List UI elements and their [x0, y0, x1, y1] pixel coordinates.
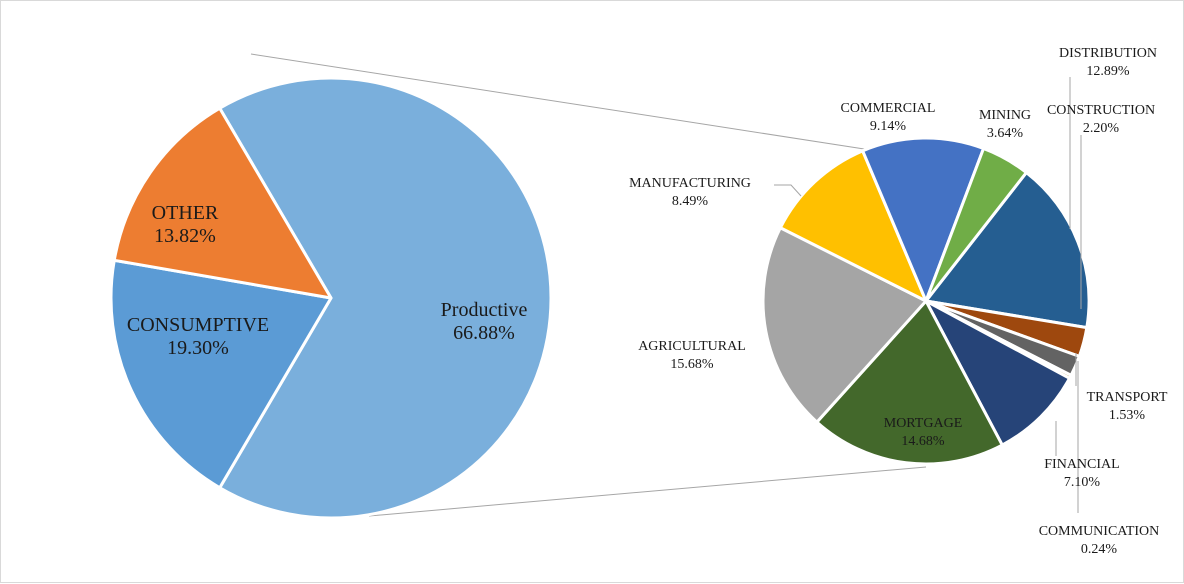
connector-line-bottom [368, 466, 927, 517]
main-pie-slice-consumptive [109, 258, 333, 490]
secondary-pie-slice-agricultural [761, 226, 928, 424]
secondary-pie-label-mortgage-value: 14.68% [901, 434, 945, 449]
secondary-pie-label-communication-name: COMMUNICATION [1039, 524, 1160, 539]
secondary-pie-label-communication: COMMUNICATION 0.24% [1039, 524, 1160, 557]
secondary-pie-label-mining-name: MINING [979, 108, 1031, 123]
secondary-pie-label-construction: CONSTRUCTION 2.20% [1047, 103, 1155, 136]
main-pie-label-other-value: 13.82% [154, 225, 216, 247]
secondary-pie-label-distribution-value: 12.89% [1086, 64, 1130, 79]
secondary-pie-label-construction-value: 2.20% [1083, 121, 1120, 136]
secondary-pie-label-commercial-value: 9.14% [870, 119, 907, 134]
secondary-pie-label-distribution-name: DISTRIBUTION [1059, 46, 1157, 61]
main-pie-slice-other [112, 106, 333, 300]
main-pie-label-consumptive: CONSUMPTIVE 19.30% [127, 314, 269, 359]
secondary-pie-label-construction-name: CONSTRUCTION [1047, 103, 1155, 118]
main-pie-label-other-name: OTHER [152, 202, 219, 224]
secondary-pie-label-manufacturing-value: 8.49% [672, 194, 709, 209]
secondary-pie-label-transport-name: TRANSPORT [1087, 390, 1168, 405]
secondary-pie-slice-distribution [924, 171, 1091, 330]
secondary-pie-label-mining-value: 3.64% [987, 126, 1024, 141]
secondary-pie-label-communication-value: 0.24% [1081, 542, 1118, 557]
main-pie-label-consumptive-name: CONSUMPTIVE [127, 314, 269, 336]
secondary-pie-label-mining: MINING 3.64% [979, 108, 1031, 141]
secondary-pie-label-financial-value: 7.10% [1064, 475, 1101, 490]
secondary-pie-slice-financial [924, 299, 1072, 447]
secondary-pie-slice-mortgage [815, 299, 1004, 466]
secondary-pie-label-commercial-name: COMMERCIAL [841, 101, 936, 116]
main-pie-label-productive-name: Productive [441, 299, 528, 321]
secondary-pie-label-financial-name: FINANCIAL [1044, 457, 1119, 472]
secondary-pie-label-transport-value: 1.53% [1109, 408, 1146, 423]
secondary-pie-label-commercial: COMMERCIAL 9.14% [841, 101, 936, 134]
secondary-pie-label-financial: FINANCIAL 7.10% [1044, 457, 1119, 490]
secondary-pie-slice-mining [924, 146, 1028, 303]
secondary-pie-label-agricultural-name: AGRICULTURAL [638, 339, 746, 354]
secondary-pie-label-agricultural-value: 15.68% [670, 357, 714, 372]
secondary-pie-label-manufacturing-name: MANUFACTURING [629, 176, 751, 191]
secondary-pie-label-manufacturing: MANUFACTURING 8.49% [629, 176, 751, 209]
main-pie-label-productive: Productive 66.88% [441, 299, 528, 344]
secondary-pie-label-agricultural: AGRICULTURAL 15.68% [638, 339, 746, 372]
main-pie-slice-productive [218, 76, 553, 520]
main-pie-label-productive-value: 66.88% [453, 322, 515, 344]
main-pie-label-consumptive-value: 19.30% [167, 337, 229, 359]
secondary-pie-label-mortgage-name: MORTGAGE [884, 416, 963, 431]
secondary-pie-slice-manufacturing [778, 149, 928, 303]
secondary-pie-label-transport: TRANSPORT 1.53% [1087, 390, 1168, 423]
main-pie-label-other: OTHER 13.82% [152, 202, 219, 247]
secondary-pie-label-mortgage: MORTGAGE 14.68% [884, 416, 963, 449]
secondary-pie-label-distribution: DISTRIBUTION 12.89% [1059, 46, 1157, 79]
leader-line-manufacturing [774, 184, 802, 197]
secondary-pie-slice-commercial [861, 136, 986, 303]
